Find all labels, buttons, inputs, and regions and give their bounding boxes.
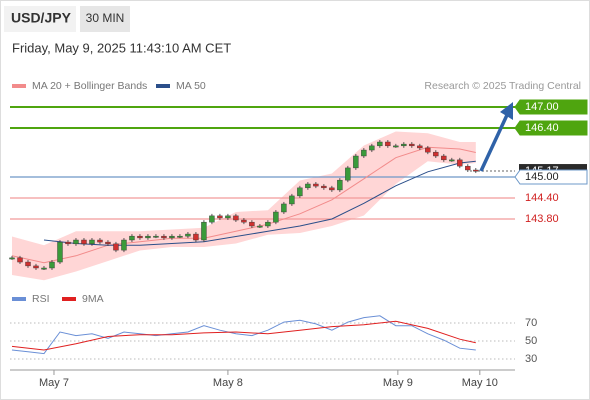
x-tick-label: May 7	[39, 377, 69, 389]
x-tick-label: May 10	[462, 377, 498, 389]
candle	[217, 215, 223, 219]
candle	[369, 145, 375, 151]
level-tag	[514, 120, 588, 136]
candle	[313, 183, 319, 187]
x-tick-label: May 9	[383, 377, 413, 389]
candle	[425, 147, 431, 153]
candle	[33, 265, 39, 269]
x-tick-label: May 8	[213, 377, 243, 389]
candle	[225, 215, 231, 219]
candle	[457, 159, 463, 167]
candle	[257, 225, 263, 228]
candle	[129, 235, 135, 241]
candle	[329, 187, 335, 191]
candle	[337, 179, 343, 191]
candle	[377, 141, 383, 147]
candle	[9, 257, 15, 260]
candle	[161, 235, 167, 239]
candle	[241, 219, 247, 223]
level-label: 147.00	[525, 101, 559, 113]
candle	[81, 239, 87, 245]
interval-box	[80, 6, 130, 32]
candle	[17, 257, 23, 263]
candle	[273, 211, 279, 223]
candle	[265, 221, 271, 227]
candle	[465, 165, 471, 171]
candle	[49, 261, 55, 269]
forecast-arrow	[479, 114, 509, 172]
candle	[145, 235, 151, 239]
candle	[473, 169, 479, 172]
y-tick-label: 30	[525, 353, 537, 365]
legend-rsi: RSI	[32, 293, 50, 305]
candle	[441, 155, 447, 161]
candle	[65, 241, 71, 245]
candle	[401, 143, 407, 147]
level-label: 146.40	[525, 122, 559, 134]
candle	[281, 203, 287, 213]
candle	[361, 149, 367, 157]
candle	[345, 167, 351, 181]
candle	[89, 239, 95, 245]
legend-ma20-swatch	[12, 84, 26, 88]
symbol-box	[4, 6, 76, 32]
candle	[57, 241, 63, 263]
candle	[185, 233, 191, 237]
level-label: 145.00	[525, 171, 559, 183]
credit: Research © 2025 Trading Central	[424, 80, 581, 92]
forecast-arrow-head	[500, 102, 513, 120]
candle	[321, 185, 327, 189]
y-tick-label: 70	[525, 317, 537, 329]
candle	[41, 267, 47, 270]
candle	[233, 215, 239, 221]
candle	[201, 221, 207, 241]
candle	[137, 235, 143, 239]
level-label: 144.40	[525, 192, 559, 204]
legend-ma20: MA 20 + Bollinger Bands	[32, 80, 147, 92]
datetime: Friday, May 9, 2025 11:43:10 AM CET	[12, 40, 231, 55]
legend-ma50-swatch	[156, 84, 170, 88]
candle	[193, 233, 199, 241]
candle	[105, 241, 111, 245]
level-label: 143.80	[525, 213, 559, 225]
legend-9ma-swatch	[62, 297, 76, 301]
candle	[449, 159, 455, 162]
rsi-line	[11, 320, 476, 351]
candle	[289, 195, 295, 205]
candle	[433, 151, 439, 157]
level-tag	[514, 169, 588, 185]
legend-9ma: 9MA	[82, 293, 104, 305]
legend-ma50: MA 50	[176, 80, 206, 92]
candle	[25, 261, 31, 267]
candle	[393, 145, 399, 148]
candle	[409, 143, 415, 147]
candle	[209, 215, 215, 223]
candle	[169, 235, 175, 239]
candle	[177, 235, 183, 238]
rsi-line	[11, 315, 476, 355]
candle	[153, 235, 159, 238]
candle	[249, 221, 255, 227]
candle	[385, 141, 391, 147]
candle	[305, 183, 311, 189]
legend-rsi-swatch	[12, 297, 26, 301]
candle	[297, 187, 303, 197]
level-tag	[514, 99, 588, 115]
interval: 30 MIN	[86, 11, 125, 25]
candle	[97, 239, 103, 243]
symbol: USD/JPY	[11, 10, 72, 26]
candle	[73, 239, 79, 245]
y-tick-label: 50	[525, 335, 537, 347]
candle	[417, 145, 423, 149]
candle	[353, 155, 359, 169]
candle	[113, 243, 119, 251]
candle	[121, 239, 127, 251]
